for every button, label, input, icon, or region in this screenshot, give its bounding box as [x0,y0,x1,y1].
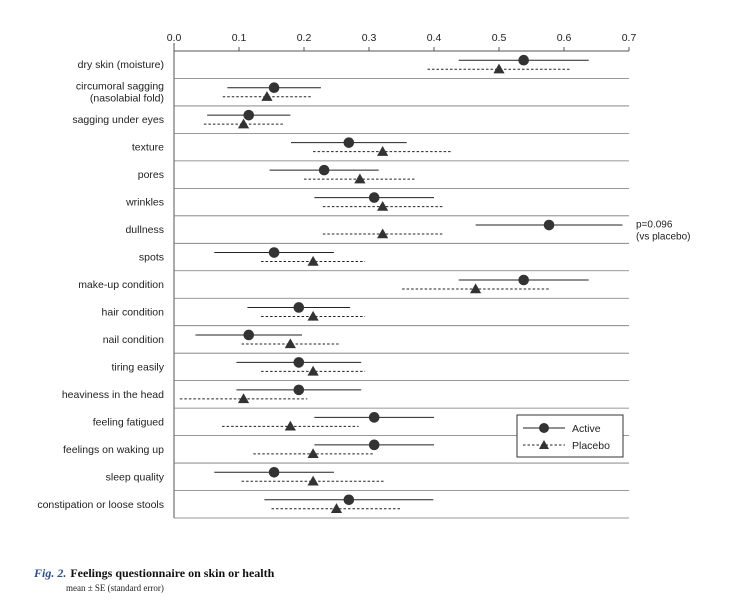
category-label: dry skin (moisture) [78,59,164,71]
x-tick-label: 0.7 [622,32,637,44]
figure-label: Fig. 2. [34,566,67,580]
x-tick-label: 0.0 [167,32,182,44]
legend-label-active: Active [572,423,601,435]
x-tick-label: 0.2 [297,32,312,44]
category-label: constipation or loose stools [37,499,164,511]
active-point [293,357,305,368]
active-point [543,219,555,231]
placebo-point [261,91,273,101]
category-label: feelings on waking up [63,444,164,456]
chart-marks [179,54,623,513]
category-label: spots [139,252,164,264]
category-label: pores [138,169,164,181]
placebo-point [493,63,505,74]
figure-subtitle: mean ± SE (standard error) [66,583,164,593]
active-point [268,247,280,258]
placebo-point [307,475,319,486]
legend-box [516,414,624,458]
placebo-point [307,310,319,321]
active-point [518,54,529,66]
category-label: hair condition [102,306,165,318]
category-label: nail condition [103,334,164,346]
x-tick-label: 0.3 [362,32,377,44]
category-label: circumoral sagging [76,81,164,93]
placebo-point [284,420,296,431]
chart: 0.0 0.1 0.2 0.3 0.4 0.5 0.6 0.7 dry skin (moist… [37,32,690,519]
annotation-text: p=0.096 [636,220,673,231]
active-point [243,329,255,341]
legend-label-placebo: Placebo [572,440,610,452]
chart-grid [173,43,629,519]
category-label: wrinkles [125,197,164,209]
chart-annotations: p=0.096(vs placebo) [636,220,690,243]
category-label: sagging under eyes [72,114,164,126]
x-tick-label: 0.1 [232,32,247,44]
category-label: texture [132,142,164,154]
active-point [343,137,355,148]
active-point [268,466,280,478]
active-point [318,164,330,176]
category-label: sleep quality [106,471,165,483]
placebo-point [377,228,389,239]
active-point [368,192,380,203]
placebo-point [330,503,343,513]
placebo-point [470,283,482,294]
legend-marker-placebo [539,440,549,449]
active-point [268,82,280,94]
active-point [518,274,529,286]
active-point [368,439,380,451]
figure-caption: Fig. 2. Feelings questionnaire on skin o… [34,564,274,593]
active-point [243,109,255,121]
figure-title: Feelings questionnaire on skin or health [70,566,275,580]
x-tick-label: 0.6 [557,32,572,44]
placebo-point [307,365,319,376]
category-label: feeling fatigued [93,416,164,428]
category-label: heaviness in the head [62,389,164,401]
category-label: make-up condition [78,279,164,291]
placebo-point [307,448,319,459]
x-axis-ticks: 0.0 0.1 0.2 0.3 0.4 0.5 0.6 0.7 [167,32,637,51]
legend: Active Placebo [516,414,624,458]
x-tick-label: 0.5 [492,32,507,44]
category-labels: dry skin (moisture) circumoral sagging(na… [37,59,164,511]
active-point [368,412,380,423]
category-label: tiring easily [111,361,164,373]
legend-marker-active [539,423,549,433]
category-label: (nasolabial fold) [90,93,164,105]
active-point [293,302,305,313]
placebo-point [237,118,250,129]
placebo-point [284,338,296,349]
placebo-point [307,255,319,266]
placebo-point [237,393,250,404]
active-point [343,494,355,506]
annotation-text: (vs placebo) [636,232,690,243]
placebo-point [354,173,366,184]
category-label: dullness [125,224,164,236]
placebo-point [377,146,389,156]
placebo-point [377,200,389,211]
x-tick-label: 0.4 [427,32,442,44]
active-point [293,384,305,396]
